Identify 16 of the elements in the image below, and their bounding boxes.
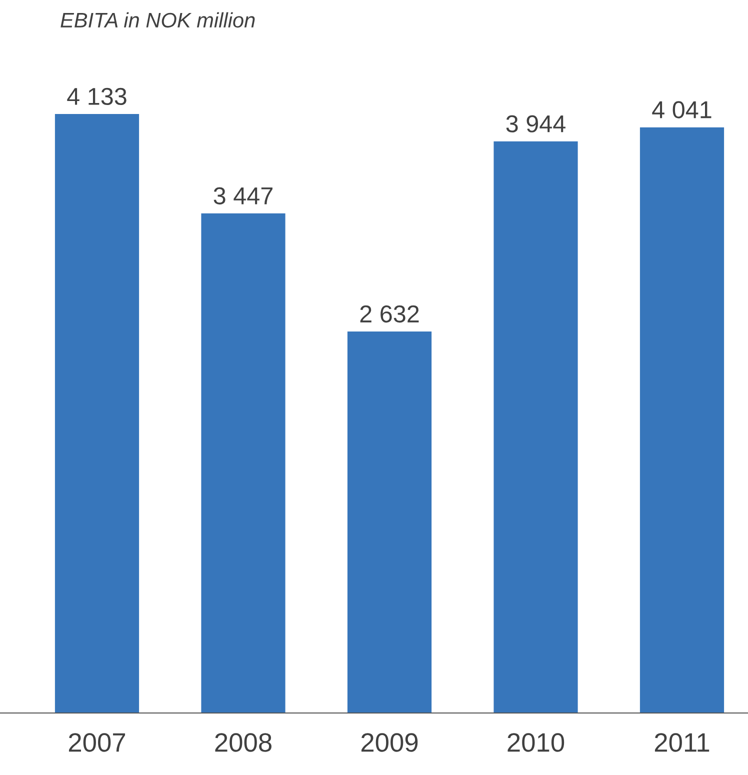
data-label: 2 632	[360, 305, 419, 323]
data-label: 3 944	[506, 115, 566, 132]
chart-title: EBITA in NOK million	[60, 12, 255, 28]
x-tick-label: 2007	[68, 733, 126, 752]
bar	[54, 114, 140, 713]
bar	[494, 141, 578, 713]
x-tick-label: 2010	[508, 733, 564, 752]
bar	[640, 127, 724, 713]
bar	[201, 213, 286, 713]
data-label: 3 447	[214, 187, 272, 204]
x-tick-label: 2011	[654, 733, 710, 752]
x-tick-label: 2009	[361, 733, 418, 752]
x-tick-label: 2008	[215, 733, 272, 752]
data-label: 4 041	[652, 101, 712, 118]
bar	[347, 332, 432, 713]
data-label: 4 133	[67, 88, 126, 106]
